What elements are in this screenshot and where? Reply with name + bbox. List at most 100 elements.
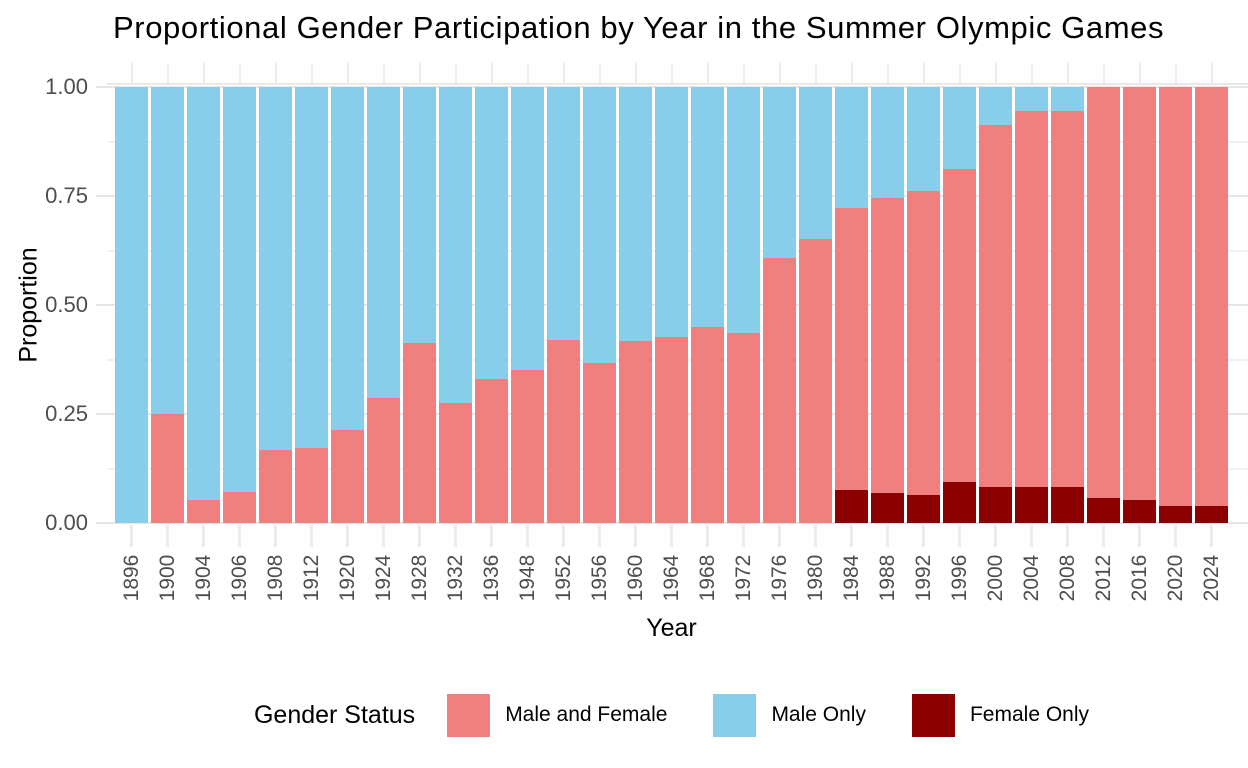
panel-top-border [107,83,1248,85]
x-tick-top [994,63,997,83]
y-tick [96,522,107,524]
x-tick-label-2016: 2016 [1127,554,1151,602]
legend-title: Gender Status [253,700,416,729]
x-tick-bottom [526,525,529,547]
bar-segment-1896-male-only [115,87,148,523]
bar-segment-1960-male-and-female [619,340,652,523]
y-tick [96,413,107,415]
x-tick-bottom [1066,525,1069,547]
x-tick-bottom [238,525,241,547]
x-tick-top [526,63,529,83]
legend-swatch [447,693,491,737]
x-tick-label-2008: 2008 [1055,554,1079,602]
x-tick-label-1980: 1980 [803,554,827,602]
y-tick-label-1.00: 1.00 [45,74,88,99]
x-tick-label-1908: 1908 [263,554,287,602]
bar-segment-1912-male-and-female [295,447,328,523]
x-tick-bottom [1210,525,1213,547]
x-tick-bottom [994,525,997,547]
bar-segment-1968-male-only [691,87,724,327]
bar-segment-2020-female-only [1159,506,1192,523]
x-tick-bottom [490,525,493,547]
bar-segment-1904-male-only [187,87,220,500]
y-tick [96,86,107,88]
x-tick-label-1988: 1988 [875,554,899,602]
bar-segment-1984-male-only [835,87,868,208]
x-tick-top [1102,63,1105,83]
y-tick-label-0.50: 0.50 [45,292,88,317]
x-tick-bottom [1174,525,1177,547]
bar-segment-1924-male-only [367,87,400,398]
x-tick-top [238,63,241,83]
bar-segment-1906-male-only [223,87,256,492]
x-tick-label-1976: 1976 [767,554,791,602]
x-tick-bottom [310,525,313,547]
x-tick-label-1904: 1904 [191,554,215,602]
x-tick-bottom [742,525,745,547]
x-tick-label-1956: 1956 [587,554,611,602]
x-tick-top [850,63,853,83]
x-tick-top [706,63,709,83]
bar-segment-2000-male-only [979,87,1012,125]
gridline-major [107,522,1248,524]
y-tick [96,195,107,197]
bar-segment-1920-male-and-female [331,430,364,523]
bar-segment-2000-male-and-female [979,124,1012,487]
bar-segment-2012-female-only [1087,497,1120,523]
x-tick-bottom [598,525,601,547]
bar-segment-1984-female-only [835,489,868,523]
bar-segment-2012-male-and-female [1087,87,1120,498]
bar-segment-1904-male-and-female [187,499,220,523]
x-tick-top [562,63,565,83]
x-tick-top [958,63,961,83]
legend-item-male-and-female: Male and Female [447,693,668,737]
x-tick-top [778,63,781,83]
bar-segment-1948-male-and-female [511,370,544,523]
bar-segment-1964-male-and-female [655,336,688,523]
x-tick-bottom [670,525,673,547]
y-tick-label-0.25: 0.25 [45,401,88,426]
bar-segment-1960-male-only [619,87,652,341]
x-tick-bottom [1102,525,1105,547]
x-tick-bottom [454,525,457,547]
x-axis-title: Year [646,614,697,642]
x-tick-top [1030,63,1033,83]
bar-segment-1908-male-and-female [259,449,292,523]
x-tick-top [1210,63,1213,83]
bar-segment-1988-male-and-female [871,198,904,493]
bar-segment-1908-male-only [259,87,292,450]
bar-segment-1932-male-and-female [439,402,472,523]
x-tick-bottom [1138,525,1141,547]
x-tick-bottom [922,525,925,547]
x-tick-label-1952: 1952 [551,554,575,602]
bar-segment-1900-male-only [151,87,184,414]
x-tick-label-1964: 1964 [659,554,683,602]
legend-swatch [911,693,955,737]
x-tick-label-1924: 1924 [371,554,395,602]
x-tick-bottom [562,525,565,547]
x-tick-label-2012: 2012 [1091,554,1115,602]
x-tick-top [1066,63,1069,83]
legend-label: Male and Female [505,703,668,726]
bar-segment-2024-male-and-female [1195,87,1228,506]
bar-segment-1988-female-only [871,492,904,523]
bar-segment-1984-male-and-female [835,207,868,490]
x-tick-label-1896: 1896 [119,554,143,602]
bar-segment-1964-male-only [655,87,688,337]
x-tick-bottom [274,525,277,547]
x-tick-top [814,63,817,83]
x-tick-label-1972: 1972 [731,554,755,602]
x-tick-label-1968: 1968 [695,554,719,602]
bar-segment-2020-male-and-female [1159,87,1192,507]
y-tick-label-0.75: 0.75 [45,183,88,208]
x-tick-bottom [814,525,817,547]
bar-segment-1928-male-only [403,87,436,344]
x-tick-label-1992: 1992 [911,554,935,602]
x-tick-top [346,63,349,83]
bar-segment-2004-male-only [1015,87,1048,111]
x-tick-label-1928: 1928 [407,554,431,602]
x-tick-bottom [166,525,169,547]
bar-segment-1988-male-only [871,87,904,199]
x-tick-top [418,63,421,83]
